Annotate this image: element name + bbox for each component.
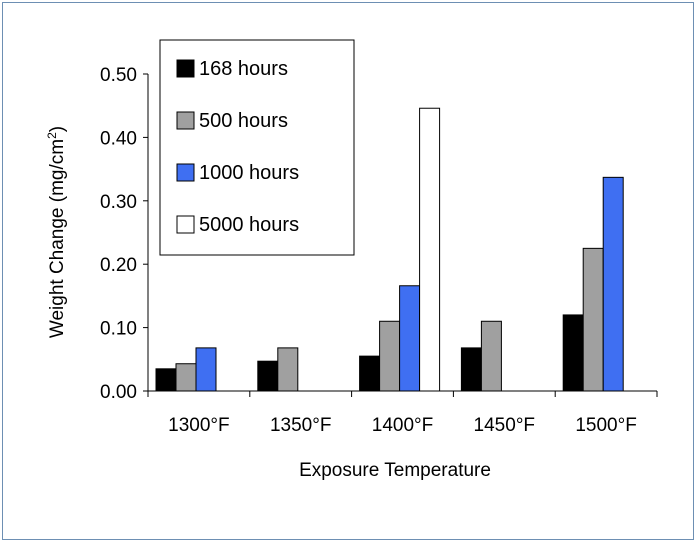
- bar-2-5: [582, 247, 604, 392]
- bar-1-4: [460, 347, 482, 392]
- bar-2-2: [277, 347, 299, 392]
- legend-swatch-1: [176, 59, 195, 78]
- y-tick-label: 0.30: [100, 192, 137, 213]
- bar-1-3: [359, 355, 381, 392]
- legend: 168 hours 500 hours 1000 hours 5000 hours: [159, 39, 355, 256]
- legend-swatch-3: [176, 163, 195, 182]
- bar-2-3: [379, 320, 401, 392]
- bar-1-5: [562, 314, 584, 392]
- bar-3-3: [399, 285, 421, 392]
- bar-3-1: [195, 347, 217, 392]
- x-tick-label: 1400°F: [372, 415, 433, 436]
- y-tick-label: 0.00: [100, 382, 137, 403]
- y-axis-title-superscript: 2: [45, 132, 59, 139]
- bars-group: [155, 107, 624, 392]
- x-ticks-group: 1300°F 1350°F 1400°F 1450°F 1500°F: [147, 391, 658, 436]
- y-tick-label: 0.20: [100, 255, 137, 276]
- y-tick-label: 0.50: [100, 65, 137, 86]
- x-tick-label: 1300°F: [168, 415, 229, 436]
- bar-2-1: [175, 363, 197, 392]
- y-ticks-group: 0.00 0.10 0.20 0.30 0.40 0.50: [100, 65, 148, 403]
- axes-group: [147, 74, 657, 392]
- y-axis-title-main: Weight Change (mg/cm: [47, 139, 68, 338]
- bar-1-1: [155, 368, 177, 392]
- bar-4-3: [419, 107, 441, 392]
- legend-swatch-4: [176, 215, 195, 234]
- y-tick-label: 0.10: [100, 319, 137, 340]
- bar-2-4: [480, 320, 502, 392]
- x-axis-title: Exposure Temperature: [299, 460, 491, 481]
- legend-label-4: 5000 hours: [199, 214, 299, 236]
- x-tick-label: 1350°F: [270, 415, 331, 436]
- x-tick-label: 1500°F: [575, 415, 636, 436]
- legend-swatch-2: [176, 111, 195, 130]
- bar-1-2: [257, 360, 279, 392]
- legend-label-3: 1000 hours: [199, 162, 299, 184]
- legend-label-1: 168 hours: [199, 58, 288, 80]
- legend-label-2: 500 hours: [199, 110, 288, 132]
- x-tick-label: 1450°F: [474, 415, 535, 436]
- bar-3-5: [602, 176, 624, 392]
- y-axis-title: Weight Change (mg/cm2): [45, 126, 68, 338]
- y-axis-title-end: ): [47, 126, 68, 132]
- y-tick-label: 0.40: [100, 128, 137, 149]
